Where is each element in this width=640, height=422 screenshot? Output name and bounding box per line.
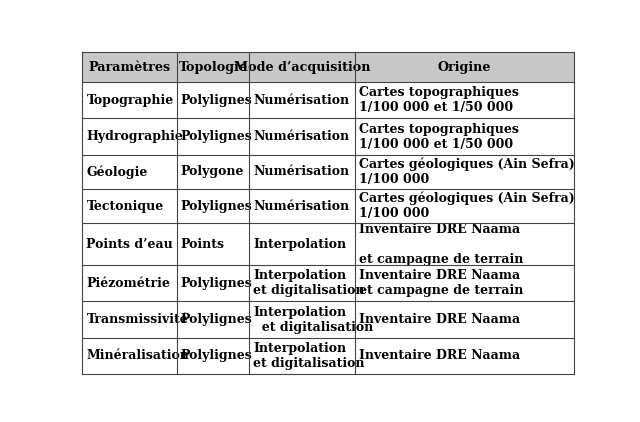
Text: Interpolation: Interpolation: [253, 238, 346, 251]
Text: Polylignes: Polylignes: [180, 94, 252, 107]
Text: Topographie: Topographie: [86, 94, 173, 107]
Bar: [83, 52, 573, 82]
Text: Cartes topographiques
1/100 000 et 1/50 000: Cartes topographiques 1/100 000 et 1/50 …: [359, 122, 519, 151]
Bar: [83, 189, 573, 223]
Text: Interpolation
et digitalisation: Interpolation et digitalisation: [253, 269, 365, 298]
Text: Hydrographie: Hydrographie: [86, 130, 183, 143]
Text: Numérisation: Numérisation: [253, 200, 349, 213]
Text: Interpolation
et digitalisation: Interpolation et digitalisation: [253, 342, 365, 370]
Text: Cartes topographiques
1/100 000 et 1/50 000: Cartes topographiques 1/100 000 et 1/50 …: [359, 86, 519, 114]
Text: Polylignes: Polylignes: [180, 349, 252, 362]
Text: Polylignes: Polylignes: [180, 130, 252, 143]
Text: Géologie: Géologie: [86, 165, 148, 179]
Text: Origine: Origine: [438, 61, 491, 74]
Text: Cartes géologiques (Ain Sefra)
1/100 000: Cartes géologiques (Ain Sefra) 1/100 000: [359, 192, 575, 220]
Bar: [83, 154, 573, 189]
Text: Inventaire DRE Naama: Inventaire DRE Naama: [359, 349, 520, 362]
Bar: [83, 265, 573, 301]
Text: Piézométrie: Piézométrie: [86, 277, 170, 290]
Text: Paramètres: Paramètres: [88, 61, 171, 74]
Text: Points: Points: [180, 238, 225, 251]
Text: Inventaire DRE Naama
et campagne de terrain: Inventaire DRE Naama et campagne de terr…: [359, 269, 524, 298]
Text: Numérisation: Numérisation: [253, 165, 349, 179]
Text: Polylignes: Polylignes: [180, 277, 252, 290]
Bar: [83, 119, 573, 154]
Bar: [83, 82, 573, 119]
Bar: [83, 223, 573, 265]
Text: Interpolation
  et digitalisation: Interpolation et digitalisation: [253, 306, 374, 334]
Text: Polylignes: Polylignes: [180, 313, 252, 326]
Bar: [83, 301, 573, 338]
Text: Mode d’acquisition: Mode d’acquisition: [234, 61, 371, 74]
Text: Polygone: Polygone: [180, 165, 244, 179]
Bar: [83, 338, 573, 374]
Text: Transmissivité: Transmissivité: [86, 313, 188, 326]
Text: Tectonique: Tectonique: [86, 200, 164, 213]
Text: Inventaire DRE Naama

et campagne de terrain: Inventaire DRE Naama et campagne de terr…: [359, 223, 524, 266]
Text: Polylignes: Polylignes: [180, 200, 252, 213]
Text: Cartes géologiques (Ain Sefra)
1/100 000: Cartes géologiques (Ain Sefra) 1/100 000: [359, 157, 575, 186]
Text: Numérisation: Numérisation: [253, 94, 349, 107]
Text: Points d’eau: Points d’eau: [86, 238, 173, 251]
Text: Inventaire DRE Naama: Inventaire DRE Naama: [359, 313, 520, 326]
Text: Numérisation: Numérisation: [253, 130, 349, 143]
Text: Topologie: Topologie: [179, 61, 248, 74]
Text: Minéralisation: Minéralisation: [86, 349, 189, 362]
